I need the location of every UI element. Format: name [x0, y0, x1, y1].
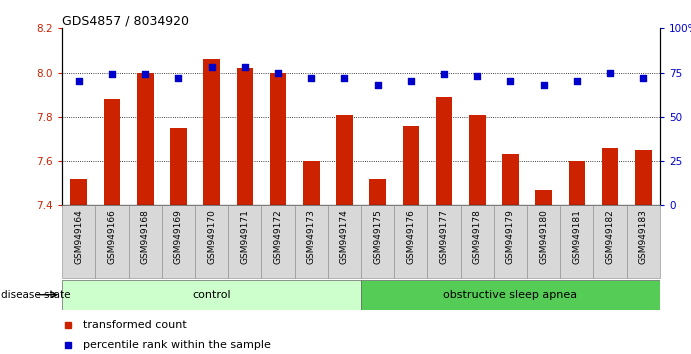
Text: GSM949166: GSM949166	[108, 209, 117, 264]
Text: GSM949168: GSM949168	[141, 209, 150, 264]
Bar	[104, 99, 120, 205]
Text: GSM949182: GSM949182	[605, 209, 614, 264]
Text: GDS4857 / 8034920: GDS4857 / 8034920	[62, 14, 189, 27]
Text: GSM949177: GSM949177	[439, 209, 448, 264]
Text: GSM949178: GSM949178	[473, 209, 482, 264]
Point	[106, 72, 117, 77]
Text: GSM949173: GSM949173	[307, 209, 316, 264]
Text: percentile rank within the sample: percentile rank within the sample	[83, 340, 271, 350]
Bar	[269, 73, 286, 205]
Bar	[403, 126, 419, 205]
Bar	[527, 205, 560, 278]
Text: disease state: disease state	[1, 290, 70, 300]
Text: GSM949181: GSM949181	[572, 209, 581, 264]
Text: GSM949169: GSM949169	[174, 209, 183, 264]
Bar	[228, 205, 261, 278]
Bar	[594, 205, 627, 278]
Point	[173, 75, 184, 81]
Bar	[129, 205, 162, 278]
Point	[140, 72, 151, 77]
Point	[571, 79, 583, 84]
Text: GSM949170: GSM949170	[207, 209, 216, 264]
Bar	[627, 205, 660, 278]
Bar	[428, 205, 461, 278]
Text: GSM949175: GSM949175	[373, 209, 382, 264]
Text: GSM949183: GSM949183	[638, 209, 647, 264]
Bar	[236, 68, 253, 205]
Text: GSM949172: GSM949172	[274, 209, 283, 264]
Bar	[370, 179, 386, 205]
Text: GSM949176: GSM949176	[406, 209, 415, 264]
Bar	[328, 205, 361, 278]
Point	[272, 70, 283, 75]
Point	[439, 72, 450, 77]
Point	[605, 70, 616, 75]
Bar	[336, 115, 352, 205]
Text: GSM949180: GSM949180	[539, 209, 548, 264]
Bar	[203, 59, 220, 205]
Bar	[170, 128, 187, 205]
Bar	[395, 205, 428, 278]
Point	[305, 75, 316, 81]
Text: GSM949179: GSM949179	[506, 209, 515, 264]
Bar	[303, 161, 319, 205]
Text: transformed count: transformed count	[83, 320, 187, 330]
Bar	[62, 205, 95, 278]
Bar	[469, 115, 486, 205]
Text: obstructive sleep apnea: obstructive sleep apnea	[444, 290, 578, 300]
Bar	[261, 205, 294, 278]
Point	[505, 79, 516, 84]
Bar	[361, 205, 395, 278]
Point	[472, 73, 483, 79]
Point	[239, 64, 250, 70]
Text: GSM949174: GSM949174	[340, 209, 349, 264]
Text: GSM949164: GSM949164	[75, 209, 84, 264]
Bar	[635, 150, 652, 205]
Bar	[560, 205, 594, 278]
Bar	[502, 154, 519, 205]
Text: control: control	[192, 290, 231, 300]
Point	[206, 64, 217, 70]
Bar	[569, 161, 585, 205]
Bar	[602, 148, 618, 205]
Point	[538, 82, 549, 88]
Point	[372, 82, 384, 88]
Bar	[461, 205, 494, 278]
Bar	[536, 190, 552, 205]
Bar	[494, 205, 527, 278]
Bar	[436, 97, 453, 205]
Text: GSM949171: GSM949171	[240, 209, 249, 264]
Point	[406, 79, 417, 84]
Bar	[195, 205, 228, 278]
Bar	[70, 179, 87, 205]
Bar	[162, 205, 195, 278]
Bar	[95, 205, 129, 278]
Bar	[62, 280, 361, 310]
Point	[638, 75, 649, 81]
Bar	[294, 205, 328, 278]
Point	[339, 75, 350, 81]
Bar	[361, 280, 660, 310]
Point	[73, 79, 84, 84]
Bar	[137, 73, 153, 205]
